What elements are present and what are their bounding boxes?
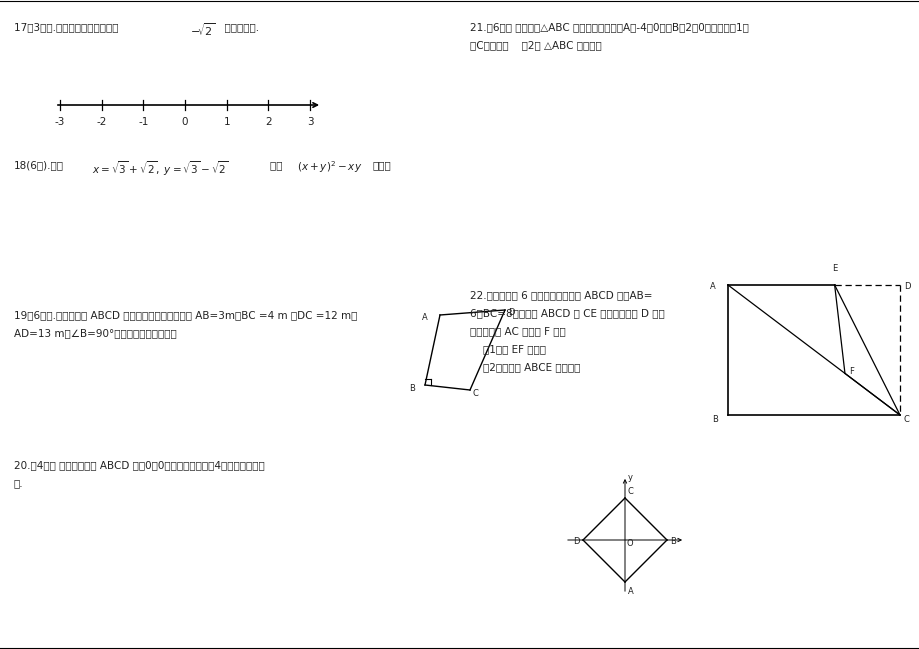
Text: 19（6分）.如图四边形 ABCD 是一块草坪，量得四边长 AB=3m，BC =4 m ，DC =12 m，: 19（6分）.如图四边形 ABCD 是一块草坪，量得四边长 AB=3m，BC =…: [14, 310, 357, 320]
Text: 21.（6分） 已知等边△ABC 的两个顶点坐标为A（-4，0），B（2，0），求：（1）: 21.（6分） 已知等边△ABC 的两个顶点坐标为A（-4，0），B（2，0），…: [470, 22, 748, 32]
Text: A: A: [628, 587, 633, 596]
Text: -3: -3: [55, 117, 65, 127]
Text: AD=13 m，∠B=90°，求这块草坪的面积。: AD=13 m，∠B=90°，求这块草坪的面积。: [14, 328, 176, 338]
Text: D: D: [903, 282, 910, 291]
Text: （2）求梯形 ABCE 的面积。: （2）求梯形 ABCE 的面积。: [470, 362, 580, 372]
Text: 2: 2: [265, 117, 271, 127]
Text: 22.（本题满分 6 分）如图，在矩形 ABCD 中，AB=: 22.（本题满分 6 分）如图，在矩形 ABCD 中，AB=: [470, 290, 652, 300]
Text: 标.: 标.: [14, 478, 24, 488]
Text: ，求: ，求: [269, 160, 289, 170]
Text: E: E: [831, 264, 836, 273]
Text: 所对应的点.: 所对应的点.: [218, 22, 259, 32]
Text: 3: 3: [306, 117, 313, 127]
Text: D: D: [507, 308, 514, 317]
Text: B: B: [711, 415, 717, 424]
Text: C: C: [472, 389, 479, 398]
Text: 落在对角线 AC 上的点 F 处。: 落在对角线 AC 上的点 F 处。: [470, 326, 565, 336]
Text: $(x+y)^2-xy$: $(x+y)^2-xy$: [297, 159, 362, 175]
Text: O: O: [627, 539, 633, 548]
Text: 20.（4分） 如图，正方形 ABCD 以（0，0）为中心，边长为4，求各顶点的坐: 20.（4分） 如图，正方形 ABCD 以（0，0）为中心，边长为4，求各顶点的…: [14, 460, 265, 470]
Text: $x=\sqrt{3}+\sqrt{2},\ y=\sqrt{3}-\sqrt{2}$: $x=\sqrt{3}+\sqrt{2},\ y=\sqrt{3}-\sqrt{…: [92, 159, 229, 178]
Text: F: F: [848, 367, 853, 376]
Text: （1）求 EF 的长；: （1）求 EF 的长；: [470, 344, 545, 354]
Text: $-\!\sqrt{2}$: $-\!\sqrt{2}$: [190, 21, 215, 38]
Text: 1: 1: [223, 117, 230, 127]
Text: y: y: [628, 473, 632, 482]
Text: A: A: [422, 313, 427, 323]
Text: 点C的坐标；    （2） △ABC 的面积。: 点C的坐标； （2） △ABC 的面积。: [470, 40, 601, 50]
Text: B: B: [409, 384, 414, 393]
Text: D: D: [573, 537, 579, 546]
Text: 18(6分).已知: 18(6分).已知: [14, 160, 64, 170]
Text: B: B: [669, 537, 675, 546]
Text: 0: 0: [182, 117, 188, 127]
Text: 17（3分）.请在数轴上用尺规作出: 17（3分）.请在数轴上用尺规作出: [14, 22, 125, 32]
Text: C: C: [628, 487, 633, 496]
Text: 6，BC=8。将矩形 ABCD 沿 CE 折叠后，使点 D 恰好: 6，BC=8。将矩形 ABCD 沿 CE 折叠后，使点 D 恰好: [470, 308, 664, 318]
Text: -2: -2: [96, 117, 107, 127]
Text: C: C: [903, 415, 909, 424]
Text: 的值。: 的值。: [372, 160, 391, 170]
Text: -1: -1: [138, 117, 148, 127]
Text: A: A: [709, 282, 715, 291]
